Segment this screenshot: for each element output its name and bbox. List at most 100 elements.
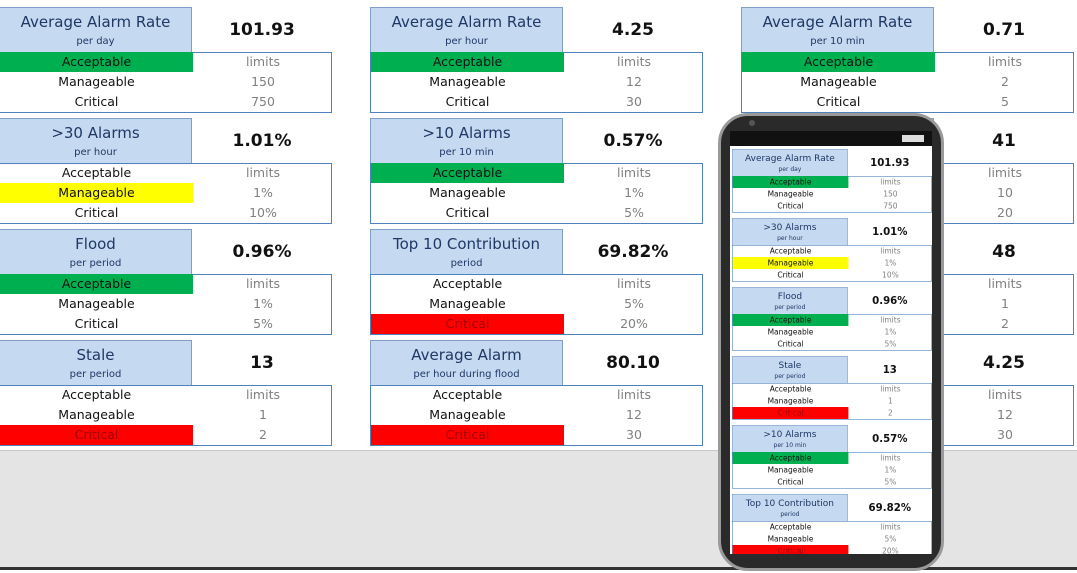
level-limit: 30 — [626, 94, 642, 109]
kpi-card: Average Alarm Rate per day 101.93 Acceptabl… — [0, 7, 332, 113]
card-subtitle: per hour — [74, 147, 117, 158]
card-title: Average Alarm Rate — [762, 13, 913, 31]
level-limit: 10% — [882, 270, 899, 280]
level-limit: 5% — [884, 534, 897, 544]
kpi-card: Top 10 Contribution period 69.82% Acceptabl… — [370, 229, 703, 335]
level-limit: 10 — [997, 185, 1013, 200]
level-limit: limits — [880, 522, 901, 532]
limits-table: Acceptable limits Manageable 1% Critical 5% — [370, 163, 703, 224]
limits-table: Acceptable limits Manageable 150 Critical 750 — [732, 176, 932, 213]
level-label: Critical — [816, 94, 861, 109]
level-limit: 750 — [883, 201, 898, 211]
level-limit: limits — [616, 165, 651, 180]
level-limit: 2 — [1001, 74, 1009, 89]
card-subtitle: per 10 min — [810, 36, 865, 47]
level-label: Manageable — [767, 396, 814, 406]
card-subtitle: per hour — [777, 235, 803, 242]
kpi-card: Average Alarm Rate per hour 4.25 Acceptable… — [370, 7, 703, 113]
card-header: Average Alarm Rate per day — [0, 7, 192, 53]
level-label: Critical — [732, 407, 849, 419]
level-label: Acceptable — [769, 522, 812, 532]
kpi-value: 1.01% — [232, 130, 292, 151]
level-limit: 12 — [626, 407, 642, 422]
level-limit: limits — [616, 387, 651, 402]
level-label: Critical — [74, 205, 119, 220]
level-label: Acceptable — [0, 52, 193, 72]
limits-table: Acceptable limits Manageable 1% Critical 10% — [732, 245, 932, 282]
phone-screen: Average Alarm Rate per day 101.93 Acceptabl… — [730, 131, 932, 554]
limits-table: Acceptable limits Manageable 5% Critical 20% — [732, 521, 932, 554]
kpi-value: 41 — [992, 130, 1016, 151]
level-limit: limits — [987, 165, 1022, 180]
kpi-value: 101.93 — [229, 19, 295, 40]
kpi-card: >10 Alarms per 10 min 0.57% Acceptable limit… — [732, 425, 932, 489]
level-limit: 150 — [883, 189, 898, 199]
card-header: Average Alarm Rate per 10 min — [741, 7, 934, 53]
level-label: Acceptable — [769, 246, 812, 256]
level-label: Manageable — [767, 327, 814, 337]
card-title: Stale — [76, 346, 115, 364]
card-header: >30 Alarms per hour — [0, 118, 192, 164]
level-label: Manageable — [767, 465, 814, 475]
level-label: Acceptable — [732, 176, 849, 188]
card-header: Top 10 Contribution period — [370, 229, 563, 275]
level-label: Manageable — [58, 407, 135, 422]
card-header: Flood per period — [0, 229, 192, 275]
card-subtitle: per period — [774, 304, 806, 311]
level-label: Critical — [74, 316, 119, 331]
level-limit: 5% — [253, 316, 273, 331]
level-label: Acceptable — [432, 276, 503, 291]
card-subtitle: period — [450, 258, 483, 269]
limits-table: Acceptable limits Manageable 12 Critical 30 — [370, 52, 703, 113]
kpi-value: 1.01% — [872, 225, 908, 238]
level-limit: 1% — [884, 465, 897, 475]
status-bar — [730, 131, 932, 146]
level-label: Acceptable — [732, 314, 849, 326]
level-label: Manageable — [58, 296, 135, 311]
kpi-value: 69.82% — [868, 501, 912, 514]
level-limit: 12 — [626, 74, 642, 89]
level-label: Critical — [0, 425, 193, 445]
level-limit: 2 — [259, 427, 267, 442]
level-limit: limits — [616, 54, 651, 69]
card-title: Stale — [778, 359, 802, 371]
level-limit: 2 — [1001, 316, 1009, 331]
kpi-value: 69.82% — [597, 241, 669, 262]
level-label: Acceptable — [432, 387, 503, 402]
level-label: Critical — [445, 205, 490, 220]
limits-table: Acceptable limits Manageable 1 Critical 2 — [0, 385, 332, 446]
level-limit: 750 — [251, 94, 275, 109]
level-label: Acceptable — [742, 52, 935, 72]
kpi-card: Top 10 Contribution period 69.82% Acceptabl… — [732, 494, 932, 554]
kpi-value: 13 — [882, 363, 897, 376]
level-limit: 10% — [249, 205, 277, 220]
card-header: >10 Alarms per 10 min — [732, 425, 848, 453]
card-subtitle: per period — [69, 258, 122, 269]
card-subtitle: per period — [69, 369, 122, 380]
level-label: Critical — [371, 425, 564, 445]
level-label: Manageable — [767, 534, 814, 544]
level-label: Critical — [777, 339, 804, 349]
kpi-card: Stale per period 13 Acceptable limits Managea… — [0, 340, 332, 446]
level-label: Manageable — [429, 74, 506, 89]
card-title: Average Alarm Rate — [744, 152, 835, 164]
level-limit: 1% — [253, 185, 273, 200]
status-icons — [902, 135, 924, 142]
level-limit: limits — [880, 453, 901, 463]
level-limit: 1% — [884, 258, 897, 268]
level-limit: 1 — [1001, 296, 1009, 311]
level-limit: 150 — [251, 74, 275, 89]
level-limit: limits — [987, 276, 1022, 291]
card-subtitle: period — [780, 511, 800, 518]
card-header: >10 Alarms per 10 min — [370, 118, 563, 164]
card-header: >30 Alarms per hour — [732, 218, 848, 246]
level-label: Acceptable — [61, 165, 132, 180]
level-label: Acceptable — [371, 52, 564, 72]
level-limit: limits — [880, 315, 901, 325]
card-title: >30 Alarms — [763, 221, 817, 233]
level-limit: limits — [245, 276, 280, 291]
kpi-value: 0.57% — [872, 432, 908, 445]
level-limit: 5% — [884, 477, 897, 487]
level-limit: 20 — [997, 205, 1013, 220]
limits-table: Acceptable limits Manageable 1 Critical 2 — [732, 383, 932, 420]
